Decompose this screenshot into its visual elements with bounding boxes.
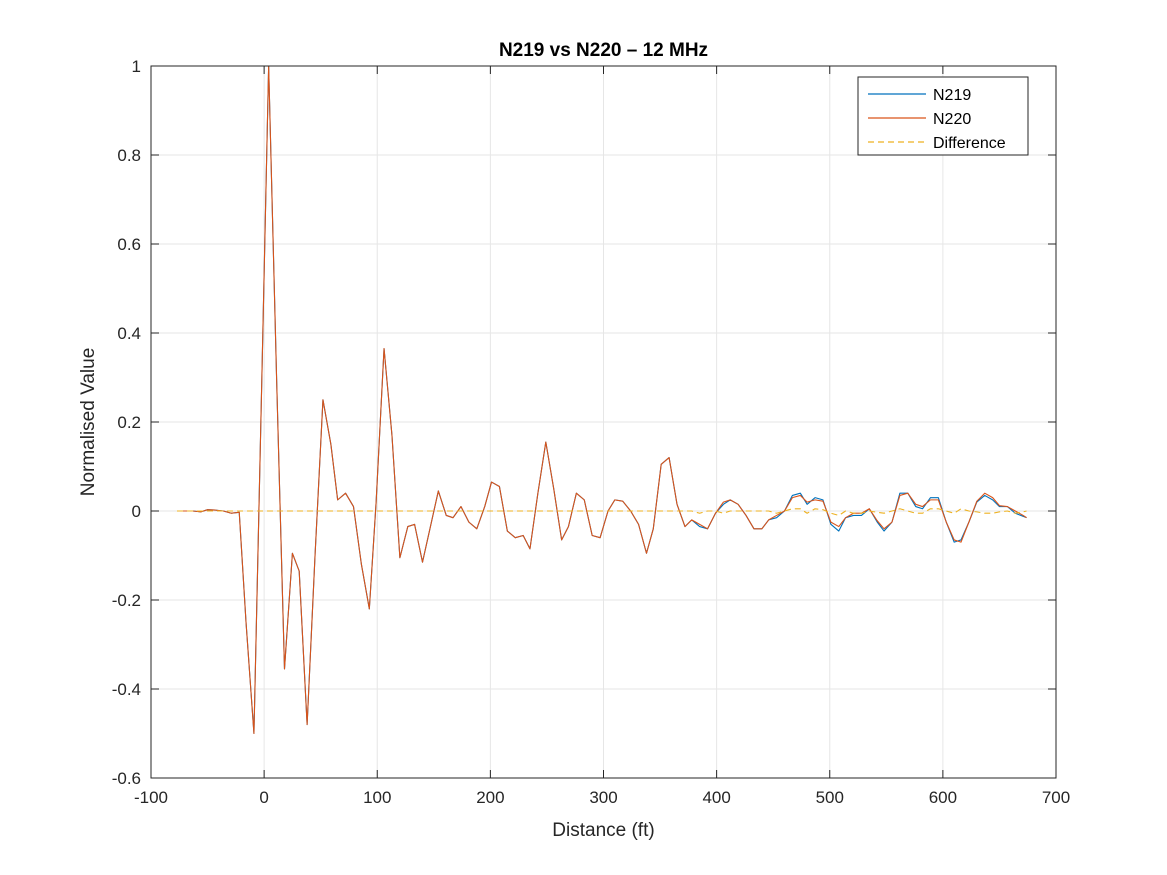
- x-tick-label: 600: [929, 788, 957, 807]
- legend-label-n220: N220: [933, 111, 971, 128]
- x-tick-label: 200: [476, 788, 504, 807]
- x-tick-label: -100: [134, 788, 168, 807]
- y-tick-label: -0.4: [112, 680, 141, 699]
- x-axis-label: Distance (ft): [552, 820, 654, 841]
- y-tick-label: 0.2: [117, 413, 141, 432]
- y-tick-label: -0.2: [112, 591, 141, 610]
- y-tick-label: 0: [132, 502, 141, 521]
- grid-lines: [151, 66, 1056, 778]
- x-tick-label: 400: [702, 788, 730, 807]
- legend-box: [857, 76, 1029, 156]
- y-tick-label: 1: [132, 57, 141, 76]
- x-tick-label: 500: [816, 788, 844, 807]
- x-tick-label: 100: [363, 788, 391, 807]
- series-line-n220: [177, 65, 1027, 735]
- y-axis-label: Normalised Value: [78, 348, 99, 497]
- x-tick-label: 700: [1042, 788, 1070, 807]
- series-layer: [177, 65, 1027, 735]
- legend-label-n219: N219: [933, 87, 971, 104]
- x-tick-label: 0: [259, 788, 268, 807]
- y-tick-label: 0.4: [117, 324, 141, 343]
- x-tick-label: 300: [589, 788, 617, 807]
- chart-title: N219 vs N220 – 12 MHz: [499, 40, 708, 61]
- y-tick-label: -0.6: [112, 769, 141, 788]
- legend: N219 N220 Difference: [857, 76, 1029, 156]
- y-tick-label: 0.6: [117, 235, 141, 254]
- series-line-difference: [177, 508, 1027, 517]
- axis-ticks: -100 0 100 200 300 400 500 600 700 -0.6 -0.4 -0.2 0 0…: [112, 57, 1070, 807]
- y-tick-label: 0.8: [117, 146, 141, 165]
- legend-label-difference: Difference: [933, 135, 1006, 152]
